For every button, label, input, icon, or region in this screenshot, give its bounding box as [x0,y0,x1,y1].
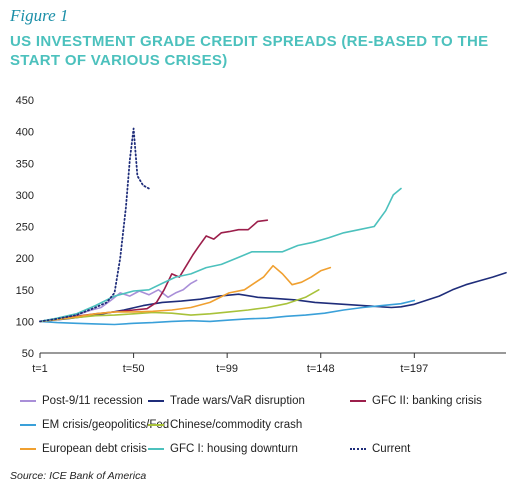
legend-swatch [20,424,36,426]
figure-label: Figure 1 [10,6,69,25]
legend-item: European debt crisis [20,443,147,455]
x-tick-label: t=99 [216,363,238,375]
legend-label: EM crisis/geopolitics/Fed [42,419,170,431]
legend-swatch [148,400,164,402]
series-line-current [39,127,150,323]
x-tick-label: t=148 [307,363,335,375]
chart-title-line-2: START OF VARIOUS CRISES) [10,52,228,69]
legend-item: GFC II: banking crisis [350,395,482,407]
legend-swatch [350,448,366,450]
source-note: Source: ICE Bank of America [10,470,147,482]
series-line-em-crisis-geopolitics-fed [39,299,416,326]
legend-row: European debt crisis GFC I: housing downt… [20,437,515,461]
series-line-gfc-i-housing-downturn [39,187,402,323]
chart-title-line-1: US INVESTMENT GRADE CREDIT SPREADS (RE-B… [10,33,489,50]
y-tick-label: 200 [16,253,34,265]
legend-item: Trade wars/VaR disruption [148,395,305,407]
y-tick-label: 350 [16,158,34,170]
legend-label: Trade wars/VaR disruption [170,395,305,407]
y-tick-label: 400 [16,127,34,139]
legend-label: European debt crisis [42,443,147,455]
chart-title: US INVESTMENT GRADE CREDIT SPREADS (RE-B… [10,32,500,70]
series-line-gfc-ii-banking-crisis [39,219,269,323]
line-chart: 50 100 150 200 250 300 350 400 450 t=1 t=50 t=99 t=1… [16,95,507,375]
legend-swatch [350,400,366,402]
y-tick-label: 100 [16,316,34,328]
legend-label: Chinese/commodity crash [170,419,303,431]
legend-item: GFC I: housing downturn [148,443,298,455]
x-tick-label: t=50 [123,363,145,375]
series-line-european-debt-crisis [39,264,332,323]
x-tick-label: t=1 [32,363,48,375]
y-tick-label: 250 [16,222,34,234]
y-tick-label: 150 [16,285,34,297]
legend-row: Post-9/11 recession Trade wars/VaR disrup… [20,389,515,413]
legend-item: EM crisis/geopolitics/Fed [20,419,169,431]
legend-swatch [20,400,36,402]
legend-label: Current [372,443,411,455]
legend-label: GFC II: banking crisis [372,395,482,407]
y-tick-label: 300 [16,190,34,202]
legend-item: Post-9/11 recession [20,395,143,407]
y-tick-label: 50 [22,348,34,360]
legend-swatch [148,424,164,426]
series-line-trade-wars-var-disruption [39,271,507,323]
series-line-chinese-commodity-crash [39,289,320,323]
legend-label: Post-9/11 recession [42,395,143,407]
legend-item: Chinese/commodity crash [148,419,302,431]
legend-label: GFC I: housing downturn [170,443,298,455]
legend-item: Current [350,443,410,455]
legend-swatch [148,448,164,450]
y-tick-label: 450 [16,95,34,107]
x-tick-label: t=197 [400,363,428,375]
legend-row: EM crisis/geopolitics/Fed Chinese/commodi… [20,413,515,437]
chart-legend: Post-9/11 recession Trade wars/VaR disrup… [20,389,515,461]
legend-swatch [20,448,36,450]
